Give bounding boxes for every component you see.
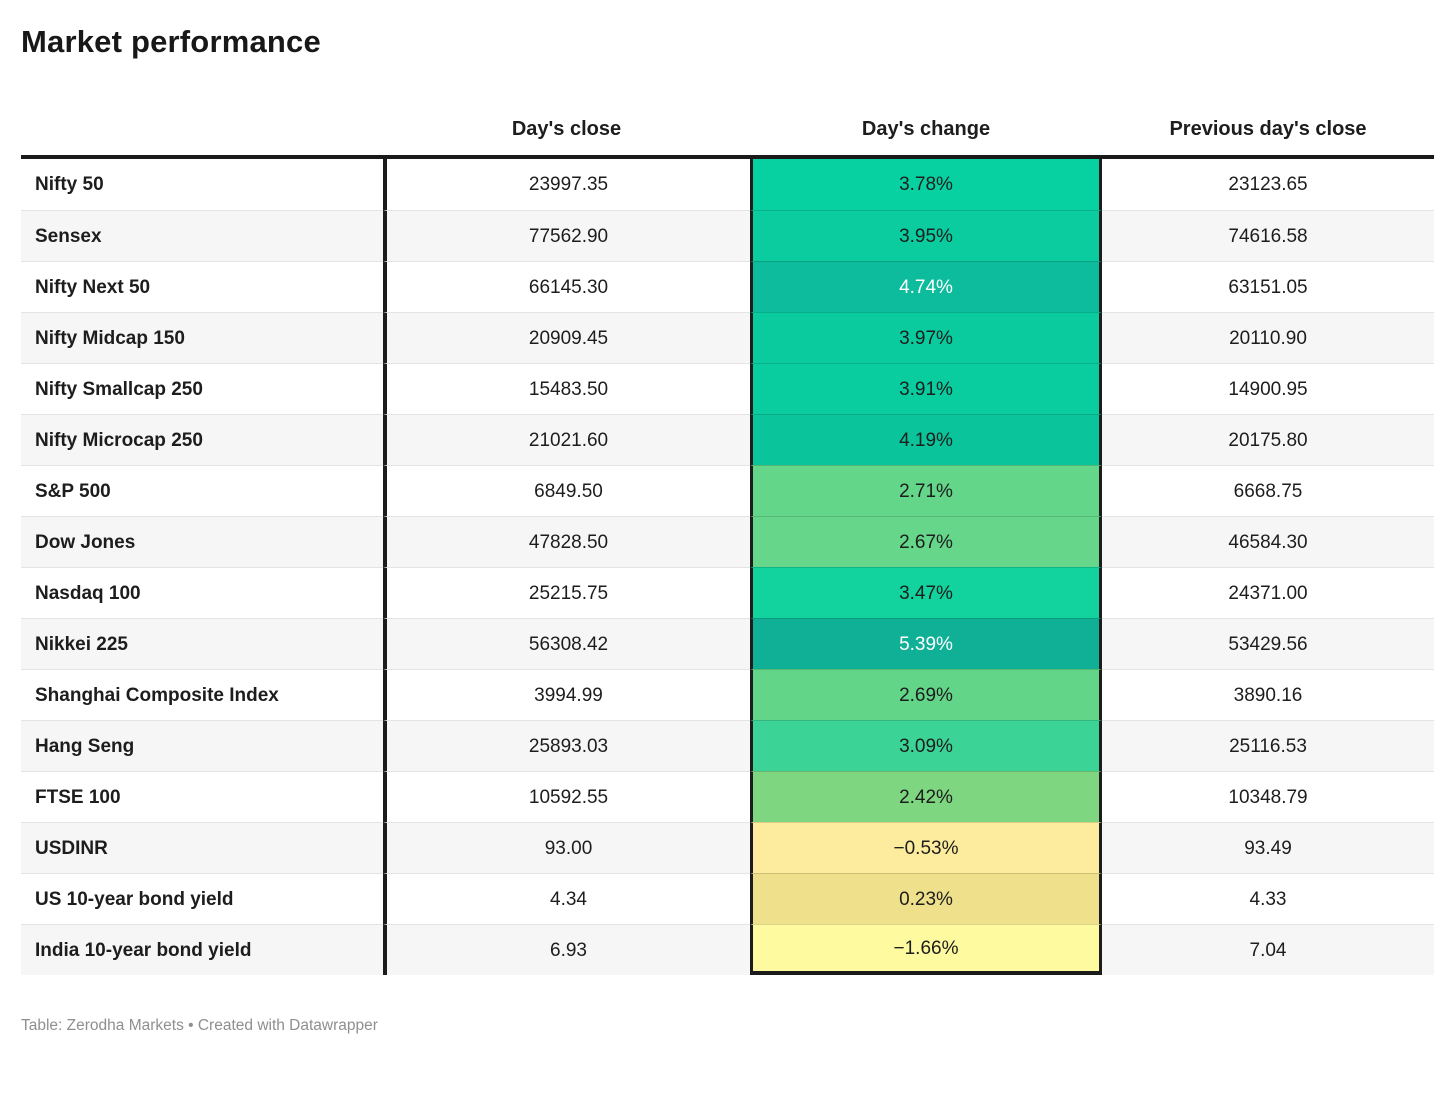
row-label: Nifty Next 50 [21, 261, 383, 312]
row-label: Dow Jones [21, 516, 383, 567]
cell-days-change: −0.53% [750, 822, 1102, 873]
cell-days-close: 20909.45 [383, 312, 750, 363]
cell-prev-close: 10348.79 [1102, 771, 1434, 822]
row-label: Nasdaq 100 [21, 567, 383, 618]
row-label: Nikkei 225 [21, 618, 383, 669]
row-label: India 10-year bond yield [21, 924, 383, 975]
cell-days-change: −1.66% [750, 924, 1102, 975]
cell-prev-close: 4.33 [1102, 873, 1434, 924]
cell-prev-close: 25116.53 [1102, 720, 1434, 771]
cell-days-change: 2.67% [750, 516, 1102, 567]
cell-days-change: 3.47% [750, 567, 1102, 618]
table-row: Nikkei 225 56308.42 5.39% 53429.56 [21, 618, 1434, 669]
table-row: Nifty Next 50 66145.30 4.74% 63151.05 [21, 261, 1434, 312]
cell-prev-close: 24371.00 [1102, 567, 1434, 618]
cell-days-close: 77562.90 [383, 210, 750, 261]
column-header-days-change: Day's change [861, 118, 991, 140]
cell-days-change: 4.74% [750, 261, 1102, 312]
table-row: India 10-year bond yield 6.93 −1.66% 7.0… [21, 924, 1434, 975]
table-row: Nifty Midcap 150 20909.45 3.97% 20110.90 [21, 312, 1434, 363]
row-label: Shanghai Composite Index [21, 669, 383, 720]
table-row: Shanghai Composite Index 3994.99 2.69% 3… [21, 669, 1434, 720]
column-header-days-close: Day's close [511, 118, 622, 140]
row-label: Nifty Microcap 250 [21, 414, 383, 465]
cell-days-change: 4.19% [750, 414, 1102, 465]
table-row: FTSE 100 10592.55 2.42% 10348.79 [21, 771, 1434, 822]
row-label: US 10-year bond yield [21, 873, 383, 924]
cell-prev-close: 23123.65 [1102, 159, 1434, 210]
row-label: S&P 500 [21, 465, 383, 516]
cell-days-close: 6.93 [383, 924, 750, 975]
column-header-prev-close: Previous day's close [1169, 118, 1367, 140]
cell-days-close: 15483.50 [383, 363, 750, 414]
cell-prev-close: 7.04 [1102, 924, 1434, 975]
table-header-row: Day's close Day's change Previous day's … [21, 118, 1434, 155]
cell-prev-close: 3890.16 [1102, 669, 1434, 720]
cell-days-change: 5.39% [750, 618, 1102, 669]
page-title: Market performance [21, 24, 321, 59]
cell-days-change: 3.09% [750, 720, 1102, 771]
table-row: S&P 500 6849.50 2.71% 6668.75 [21, 465, 1434, 516]
cell-days-close: 4.34 [383, 873, 750, 924]
cell-days-close: 93.00 [383, 822, 750, 873]
table-row: Nasdaq 100 25215.75 3.47% 24371.00 [21, 567, 1434, 618]
row-label: USDINR [21, 822, 383, 873]
cell-days-change: 0.23% [750, 873, 1102, 924]
cell-days-close: 47828.50 [383, 516, 750, 567]
cell-prev-close: 46584.30 [1102, 516, 1434, 567]
cell-prev-close: 53429.56 [1102, 618, 1434, 669]
cell-days-change: 3.91% [750, 363, 1102, 414]
row-label: Sensex [21, 210, 383, 261]
cell-days-close: 66145.30 [383, 261, 750, 312]
cell-prev-close: 14900.95 [1102, 363, 1434, 414]
cell-days-change: 3.78% [750, 159, 1102, 210]
row-label: Hang Seng [21, 720, 383, 771]
table-row: US 10-year bond yield 4.34 0.23% 4.33 [21, 873, 1434, 924]
cell-prev-close: 63151.05 [1102, 261, 1434, 312]
cell-days-close: 25215.75 [383, 567, 750, 618]
cell-days-close: 3994.99 [383, 669, 750, 720]
cell-prev-close: 93.49 [1102, 822, 1434, 873]
cell-prev-close: 20110.90 [1102, 312, 1434, 363]
footer-note: Table: Zerodha Markets • Created with Da… [21, 1017, 378, 1034]
row-label: FTSE 100 [21, 771, 383, 822]
cell-prev-close: 20175.80 [1102, 414, 1434, 465]
row-label: Nifty 50 [21, 159, 383, 210]
cell-days-close: 56308.42 [383, 618, 750, 669]
table-row: Sensex 77562.90 3.95% 74616.58 [21, 210, 1434, 261]
cell-days-change: 3.97% [750, 312, 1102, 363]
table-row: Dow Jones 47828.50 2.67% 46584.30 [21, 516, 1434, 567]
market-table: Nifty 50 23997.35 3.78% 23123.65 Sensex … [21, 155, 1434, 975]
row-label: Nifty Midcap 150 [21, 312, 383, 363]
cell-prev-close: 74616.58 [1102, 210, 1434, 261]
row-label: Nifty Smallcap 250 [21, 363, 383, 414]
cell-days-change: 2.69% [750, 669, 1102, 720]
cell-days-change: 3.95% [750, 210, 1102, 261]
table-row: Nifty Microcap 250 21021.60 4.19% 20175.… [21, 414, 1434, 465]
table-row: Nifty 50 23997.35 3.78% 23123.65 [21, 159, 1434, 210]
table-row: Nifty Smallcap 250 15483.50 3.91% 14900.… [21, 363, 1434, 414]
table-row: Hang Seng 25893.03 3.09% 25116.53 [21, 720, 1434, 771]
cell-days-change: 2.71% [750, 465, 1102, 516]
cell-days-close: 21021.60 [383, 414, 750, 465]
cell-prev-close: 6668.75 [1102, 465, 1434, 516]
cell-days-change: 2.42% [750, 771, 1102, 822]
cell-days-close: 10592.55 [383, 771, 750, 822]
table-row: USDINR 93.00 −0.53% 93.49 [21, 822, 1434, 873]
cell-days-close: 6849.50 [383, 465, 750, 516]
cell-days-close: 23997.35 [383, 159, 750, 210]
cell-days-close: 25893.03 [383, 720, 750, 771]
